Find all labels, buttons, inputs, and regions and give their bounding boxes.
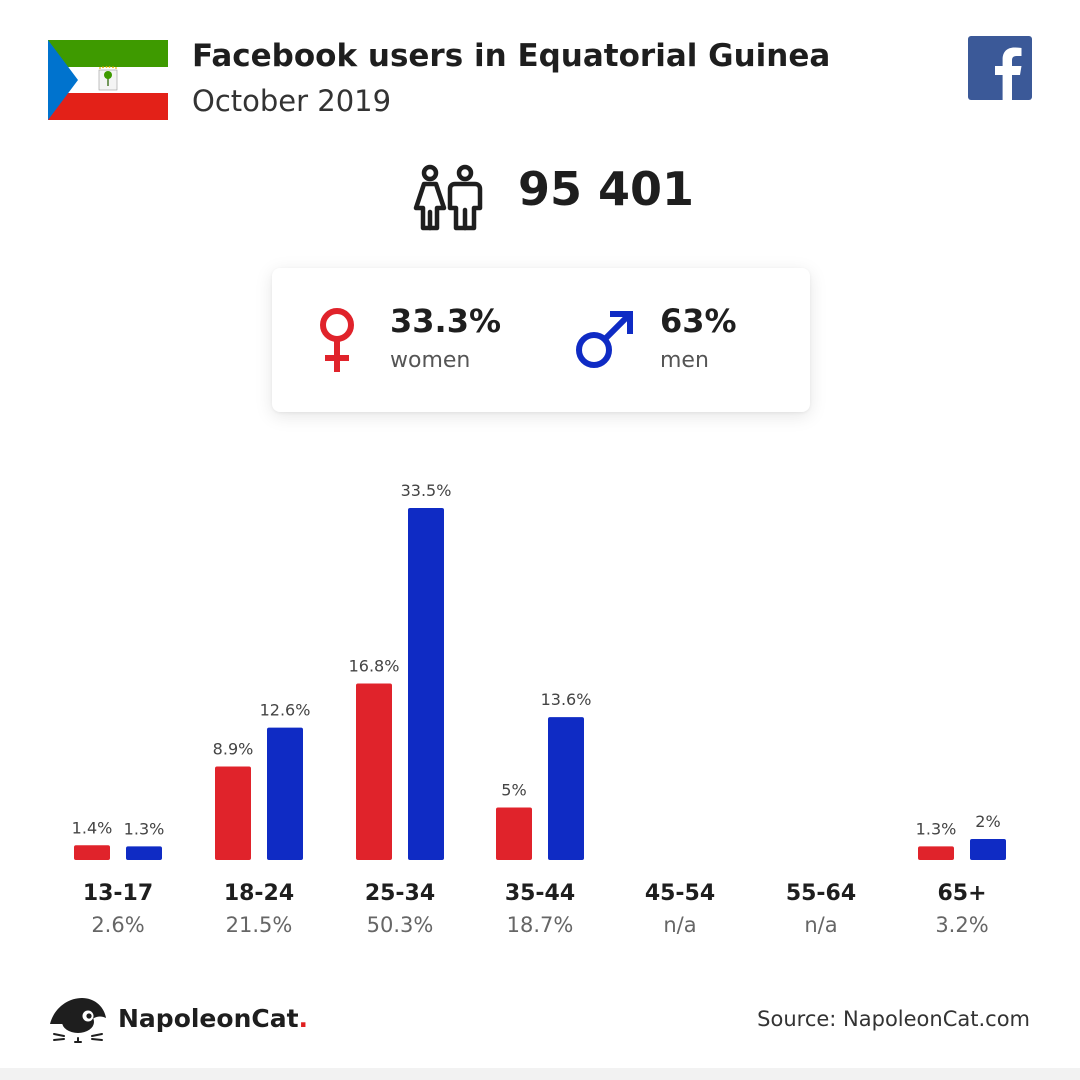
- people-icon: [413, 164, 483, 231]
- total-users: 95 401: [518, 162, 695, 216]
- age-group-label-25-34: 25-34: [365, 881, 435, 906]
- women-bar-label-65+: 1.3%: [916, 819, 957, 838]
- women-bar-35-44: [496, 807, 532, 860]
- men-bar-25-34: [408, 508, 444, 860]
- napoleoncat-logo-icon: [50, 998, 106, 1043]
- men-bar-13-17: [126, 846, 162, 860]
- equatorial-guinea-flag-icon: [48, 40, 168, 120]
- source-note: Source: NapoleonCat.com: [757, 1007, 1030, 1031]
- women-bar-label-25-34: 16.8%: [349, 656, 400, 675]
- age-group-total-35-44: 18.7%: [507, 913, 574, 937]
- men-bar-label-65+: 2%: [975, 812, 1000, 831]
- men-bar-label-13-17: 1.3%: [124, 819, 165, 838]
- men-percentage: 63%: [660, 302, 737, 340]
- page-title: Facebook users in Equatorial Guinea: [192, 38, 831, 74]
- women-percentage: 33.3%: [390, 302, 502, 340]
- age-group-label-18-24: 18-24: [224, 881, 294, 906]
- age-group-label-13-17: 13-17: [83, 881, 153, 906]
- brand-dot: .: [298, 1004, 309, 1033]
- age-group-total-65+: 3.2%: [935, 913, 988, 937]
- age-gender-bar-chart: 1.4% 1.3% 13-17 2.6% 8.9% 12.6% 18-24 21.5% 16.8…: [72, 481, 1006, 937]
- male-icon: [576, 311, 633, 368]
- women-bar-label-18-24: 8.9%: [213, 739, 254, 758]
- women-bar-label-13-17: 1.4%: [72, 818, 113, 837]
- age-group-total-13-17: 2.6%: [91, 913, 144, 937]
- women-bar-label-35-44: 5%: [501, 780, 526, 799]
- men-label: men: [660, 348, 709, 373]
- women-bar-25-34: [356, 683, 392, 860]
- facebook-icon: [968, 36, 1032, 100]
- female-icon: [320, 308, 354, 372]
- age-group-label-35-44: 35-44: [505, 881, 575, 906]
- age-group-label-55-64: 55-64: [786, 881, 856, 906]
- women-bar-13-17: [74, 845, 110, 860]
- women-label: women: [390, 348, 471, 373]
- brand-name: NapoleonCat.: [118, 1004, 309, 1033]
- age-group-total-45-54: n/a: [663, 913, 696, 937]
- women-bar-18-24: [215, 766, 251, 860]
- men-bar-35-44: [548, 717, 584, 860]
- men-bar-18-24: [267, 727, 303, 860]
- coat-of-arms-icon: [98, 66, 118, 91]
- women-bar-65+: [918, 846, 954, 860]
- men-bar-label-35-44: 13.6%: [541, 690, 592, 709]
- age-group-label-65+: 65+: [937, 881, 986, 906]
- men-bar-label-18-24: 12.6%: [260, 701, 311, 720]
- age-group-total-25-34: 50.3%: [367, 913, 434, 937]
- gender-card: 33.3% women 63% men: [272, 268, 810, 412]
- footer-bar: [0, 1068, 1080, 1080]
- age-group-label-45-54: 45-54: [645, 881, 715, 906]
- men-bar-label-25-34: 33.5%: [401, 481, 452, 500]
- page-subtitle: October 2019: [192, 84, 392, 118]
- men-bar-65+: [970, 838, 1006, 860]
- age-group-total-18-24: 21.5%: [226, 913, 293, 937]
- age-group-total-55-64: n/a: [804, 913, 837, 937]
